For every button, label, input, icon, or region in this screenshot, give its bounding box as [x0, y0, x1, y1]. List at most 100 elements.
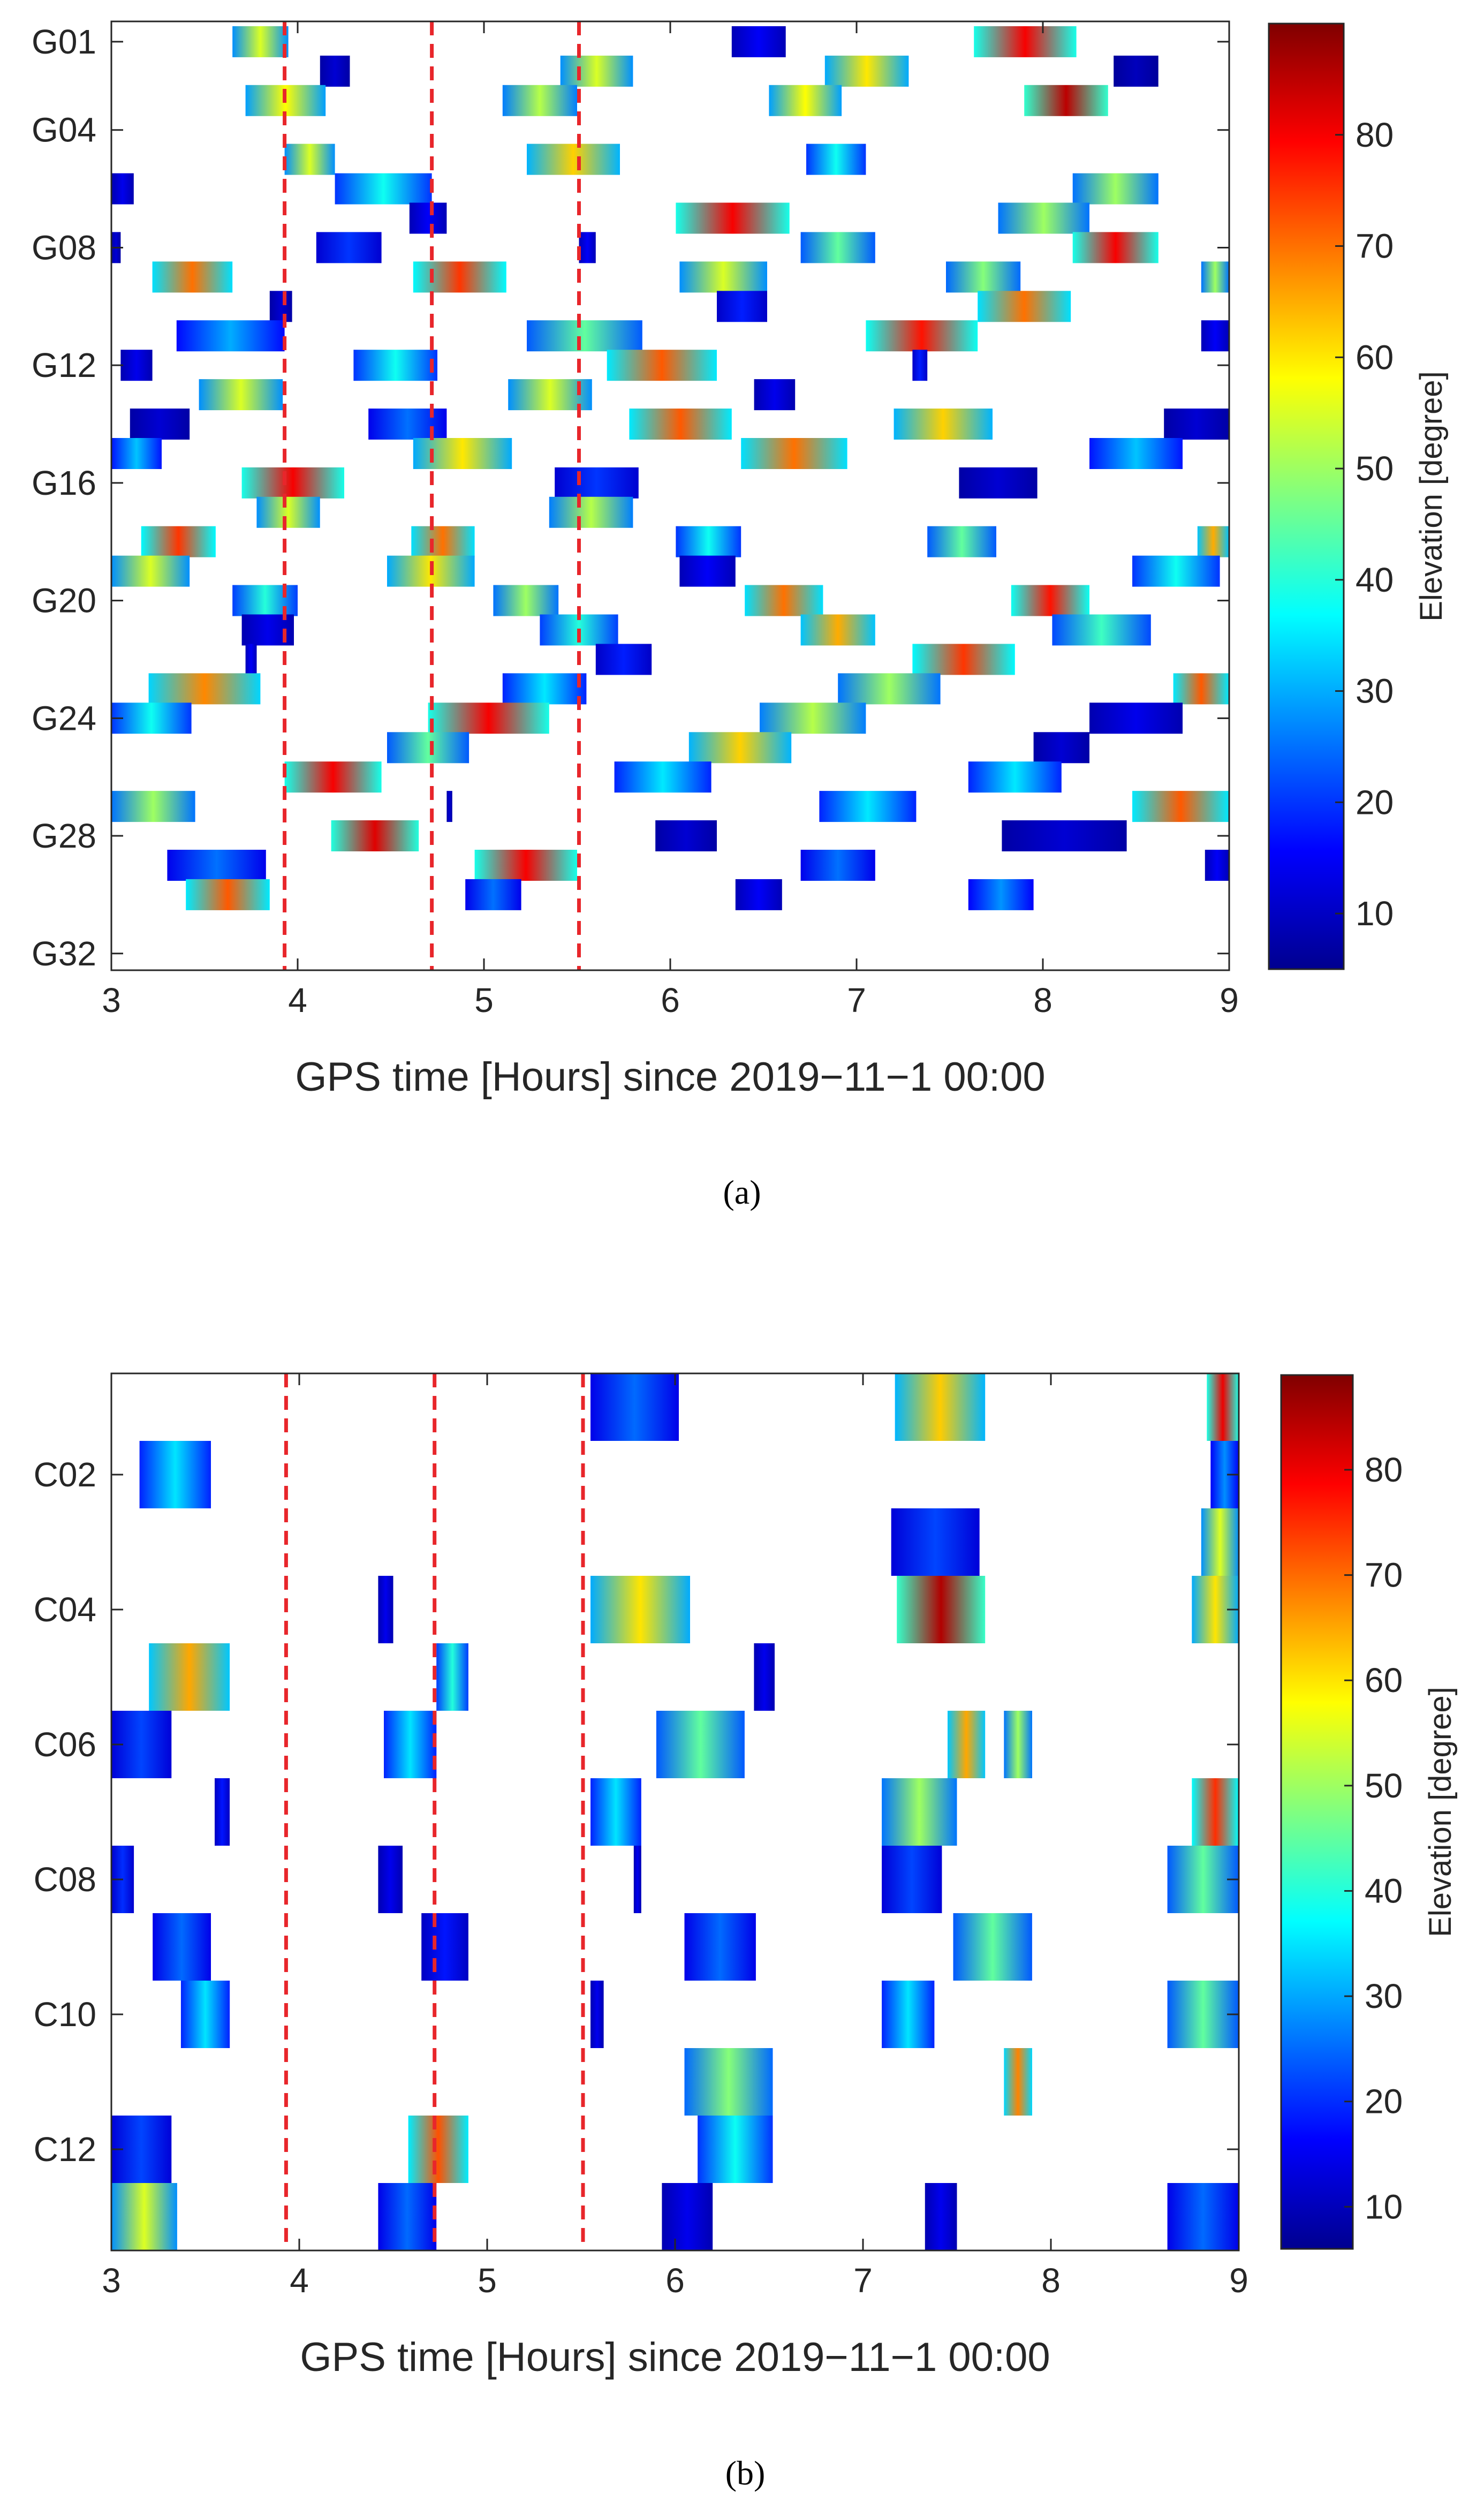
- panel-b-colorbar: [1280, 1374, 1354, 2250]
- pass-bar-g18: [676, 526, 741, 557]
- colorbar-tick-label: 10: [1356, 894, 1394, 933]
- pass-bar-c12: [408, 2116, 468, 2183]
- pass-bar-g05: [527, 143, 620, 175]
- pass-bar-g09: [679, 261, 767, 293]
- pass-bar-c09: [153, 1913, 211, 1981]
- pass-bar-c10: [180, 1981, 230, 2048]
- pass-bar-c10: [882, 1981, 935, 2048]
- pass-bar-g26: [284, 761, 382, 793]
- pass-bar-g30: [186, 879, 270, 910]
- pass-bar-g12: [120, 350, 153, 381]
- pass-bar-g26: [968, 761, 1062, 793]
- y-tick-label: G16: [32, 464, 96, 502]
- pass-bar-c07: [1192, 1778, 1239, 1846]
- pass-bar-g03: [769, 85, 842, 116]
- pass-bar-g14: [629, 409, 732, 440]
- pass-bar-g07: [998, 202, 1089, 234]
- colorbar-tick-label: 40: [1365, 1871, 1403, 1910]
- x-tick-label: 8: [1041, 2261, 1061, 2300]
- pass-bar-g15: [413, 438, 512, 469]
- pass-bar-c03: [1201, 1508, 1239, 1576]
- x-tick-label: 6: [665, 2261, 685, 2300]
- colorbar-tick-label: 30: [1356, 672, 1394, 711]
- pass-bar-c09: [684, 1913, 756, 1981]
- pass-bar-g01: [974, 26, 1077, 57]
- pass-bar-g18: [141, 526, 216, 557]
- pass-bar-g23: [1173, 673, 1229, 705]
- pass-bar-g08: [579, 232, 596, 263]
- panel-a-x-axis-label: GPS time [Hours] since 2019−11−1 00:00: [295, 1054, 1045, 1100]
- pass-bar-g13: [754, 379, 796, 411]
- panel-a-x-axis: 3 4 5 6 7 8 9: [102, 21, 1239, 1019]
- y-tick-label: C04: [34, 1590, 96, 1629]
- pass-bar-g01: [232, 26, 289, 57]
- pass-bar-g18: [1197, 526, 1229, 557]
- panel-a-passes: [111, 26, 1229, 910]
- pass-bar-g22: [595, 644, 652, 675]
- pass-bar-g23: [838, 673, 941, 705]
- pass-bar-c08: [633, 1846, 641, 1913]
- y-tick-label: C06: [34, 1725, 96, 1764]
- pass-bar-g10: [269, 291, 292, 322]
- pass-bar-c05: [149, 1643, 230, 1711]
- y-tick-label: G12: [32, 346, 96, 384]
- pass-bar-g16: [959, 467, 1038, 499]
- pass-bar-c11: [1004, 2048, 1032, 2116]
- pass-bar-g20: [745, 585, 823, 616]
- pass-bar-g03: [502, 85, 577, 116]
- pass-bar-c04: [590, 1576, 690, 1643]
- pass-bar-g29: [167, 850, 266, 881]
- pass-bar-c01: [590, 1373, 679, 1441]
- panel-b-passes: [111, 1373, 1239, 2250]
- pass-bar-c10: [590, 1981, 604, 2048]
- panel-b-caption: (b): [725, 2454, 766, 2492]
- pass-bar-c07: [590, 1778, 641, 1846]
- pass-bar-g16: [555, 467, 639, 499]
- panel-a-caption: (a): [723, 1173, 761, 1211]
- pass-bar-g18: [411, 526, 475, 557]
- colorbar-tick-label: 40: [1356, 561, 1394, 599]
- pass-bar-g27: [819, 791, 917, 822]
- pass-bar-g10: [978, 291, 1071, 322]
- pass-bar-g25: [1033, 732, 1089, 764]
- pass-bar-g20: [493, 585, 559, 616]
- pass-bar-g06: [335, 173, 432, 205]
- panel-b-x-axis: 3 4 5 6 7 8 9: [102, 1373, 1248, 2300]
- pass-bar-g25: [387, 732, 470, 764]
- pass-bar-c06: [948, 1711, 986, 1778]
- pass-bar-c05: [436, 1643, 468, 1711]
- y-tick-label: G32: [32, 934, 96, 973]
- pass-bar-g08: [316, 232, 382, 263]
- pass-bar-c13: [1167, 2183, 1239, 2250]
- pass-bar-g24: [428, 703, 549, 734]
- pass-bar-g24: [760, 703, 866, 734]
- pass-bar-g08: [800, 232, 875, 263]
- pass-bar-c01: [895, 1373, 986, 1441]
- pass-bar-c13: [662, 2183, 713, 2250]
- panel-a-y-axis: G01 G04 G08 G12 G16 G20 G24 G28 G32: [32, 22, 1229, 973]
- panel-b-plot-area: [111, 1373, 1239, 2250]
- panel-b-reference-lines: [284, 1373, 585, 2250]
- pass-bar-g14: [1164, 409, 1229, 440]
- pass-bar-g24: [111, 703, 192, 734]
- pass-bar-c08: [378, 1846, 403, 1913]
- panel-b-x-axis-label: GPS time [Hours] since 2019−11−1 00:00: [300, 2335, 1050, 2380]
- pass-bar-g27: [1132, 791, 1229, 822]
- pass-bar-g17: [549, 496, 633, 528]
- x-tick-label: 9: [1229, 2261, 1248, 2300]
- panel-a: 3 4 5 6 7 8 9 G01 G04 G08 G12 G16 G20 G24 G28 G32 GPS …: [32, 20, 1449, 1211]
- pass-bar-g02: [560, 55, 633, 87]
- y-tick-label: G08: [32, 228, 96, 267]
- pass-bar-g09: [946, 261, 1021, 293]
- pass-bar-g19: [111, 555, 190, 587]
- y-tick-label: C10: [34, 1995, 96, 2034]
- pass-bar-g28: [1002, 820, 1127, 851]
- pass-bar-c02: [139, 1441, 211, 1508]
- pass-bar-g01: [731, 26, 786, 57]
- pass-bar-g09: [413, 261, 506, 293]
- colorbar-tick-label: 30: [1365, 1977, 1403, 2015]
- pass-bar-g08: [1072, 232, 1159, 263]
- pass-bar-c13: [925, 2183, 957, 2250]
- pass-bar-g11: [527, 320, 642, 352]
